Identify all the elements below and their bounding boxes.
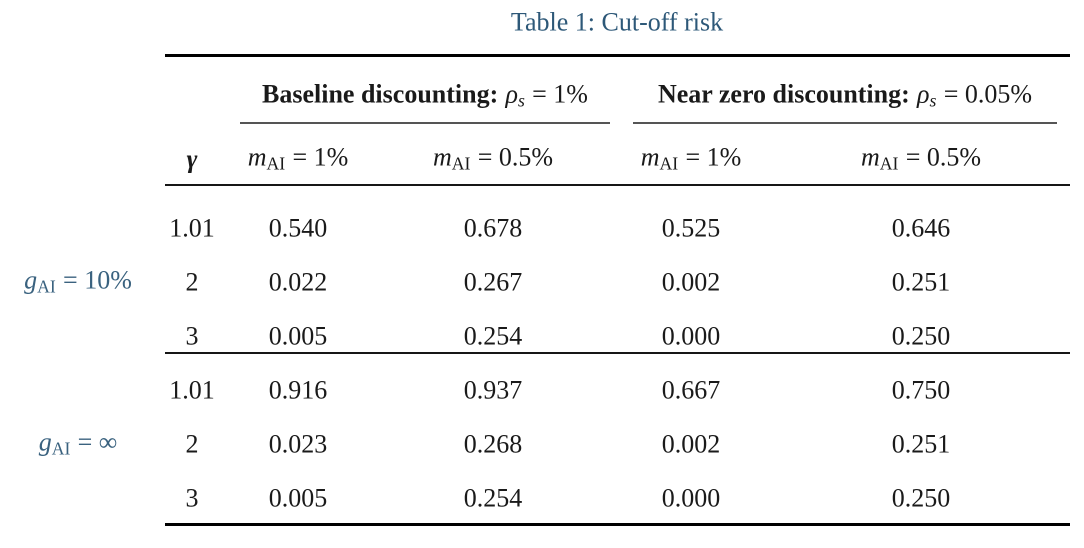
- m-subscript: AI: [451, 153, 471, 174]
- table-cell: 0.022: [268, 267, 328, 297]
- m-symbol: m: [640, 142, 660, 172]
- g-subscript: AI: [37, 276, 56, 297]
- g-symbol: g: [38, 427, 52, 457]
- m-symbol: m: [432, 142, 452, 172]
- col-header-value: = 0.5%: [905, 142, 982, 172]
- table-cell: 0.540: [268, 213, 328, 243]
- m-symbol: m: [860, 142, 880, 172]
- col-header-m1-left: mAI = 1%: [248, 141, 349, 174]
- top-rule: [165, 54, 1070, 57]
- g-subscript: AI: [51, 438, 71, 459]
- gamma-column-header: γ: [186, 144, 198, 174]
- col-header-value: = 1%: [685, 142, 742, 172]
- group-header-value: = 0.05%: [943, 79, 1033, 109]
- table-cell: 0.002: [661, 267, 721, 297]
- gamma-value: 2: [185, 429, 199, 459]
- table-caption: Table 1: Cut-off risk: [510, 7, 724, 37]
- gamma-value: 3: [185, 483, 199, 513]
- rho-subscript: s: [517, 90, 525, 111]
- gamma-value: 2: [185, 267, 199, 297]
- table-cell: 0.023: [268, 429, 328, 459]
- table-cell: 0.525: [661, 213, 721, 243]
- bottom-rule: [165, 523, 1070, 526]
- table-cell: 0.251: [891, 267, 951, 297]
- table-cell: 0.000: [661, 483, 721, 513]
- group-header-baseline: Baseline discounting: ρs = 1%: [262, 78, 588, 111]
- table-cell: 0.251: [891, 429, 951, 459]
- table-cell: 0.005: [268, 483, 328, 513]
- mid-rule: [165, 352, 1070, 354]
- m-subscript: AI: [879, 153, 899, 174]
- header-rule: [165, 184, 1070, 186]
- table-cell: 0.250: [891, 321, 951, 351]
- m-subscript: AI: [266, 153, 286, 174]
- gamma-value: 1.01: [169, 375, 215, 405]
- group-header-value: = 1%: [532, 79, 588, 109]
- table-cell: 0.002: [661, 429, 721, 459]
- row-group-value: = ∞: [77, 427, 118, 457]
- row-group-label-g10: gAI = 10%: [24, 264, 132, 297]
- group-header-label: Near zero discounting:: [657, 79, 910, 109]
- table-cell: 0.916: [268, 375, 328, 405]
- table-cell: 0.750: [891, 375, 951, 405]
- col-header-m05-left: mAI = 0.5%: [433, 141, 553, 174]
- rho-symbol: ρ: [505, 79, 518, 109]
- group-header-nearzero: Near zero discounting: ρs = 0.05%: [658, 78, 1032, 111]
- table-cell: 0.646: [891, 213, 951, 243]
- table-cell: 0.254: [463, 321, 523, 351]
- col-header-m05-right: mAI = 0.5%: [861, 141, 981, 174]
- gamma-value: 3: [185, 321, 199, 351]
- table-cell: 0.678: [463, 213, 523, 243]
- group-header-label: Baseline discounting:: [262, 79, 499, 109]
- table-cell: 0.000: [661, 321, 721, 351]
- table-cell: 0.267: [463, 267, 523, 297]
- col-header-m1-right: mAI = 1%: [641, 141, 742, 174]
- rho-subscript: s: [929, 90, 937, 111]
- m-symbol: m: [247, 142, 267, 172]
- table-cell: 0.937: [463, 375, 523, 405]
- col-header-value: = 1%: [292, 142, 349, 172]
- m-subscript: AI: [659, 153, 679, 174]
- table-cell: 0.254: [463, 483, 523, 513]
- cmid-rule-left: [240, 122, 610, 124]
- table-cell: 0.005: [268, 321, 328, 351]
- row-group-value: = 10%: [63, 265, 132, 295]
- col-header-value: = 0.5%: [477, 142, 554, 172]
- table-cell: 0.250: [891, 483, 951, 513]
- gamma-value: 1.01: [169, 213, 215, 243]
- g-symbol: g: [24, 265, 38, 295]
- rho-symbol: ρ: [917, 79, 930, 109]
- table-cell: 0.268: [463, 429, 523, 459]
- cmid-rule-right: [633, 122, 1057, 124]
- table-cell: 0.667: [661, 375, 721, 405]
- row-group-label-ginf: gAI = ∞: [39, 426, 118, 459]
